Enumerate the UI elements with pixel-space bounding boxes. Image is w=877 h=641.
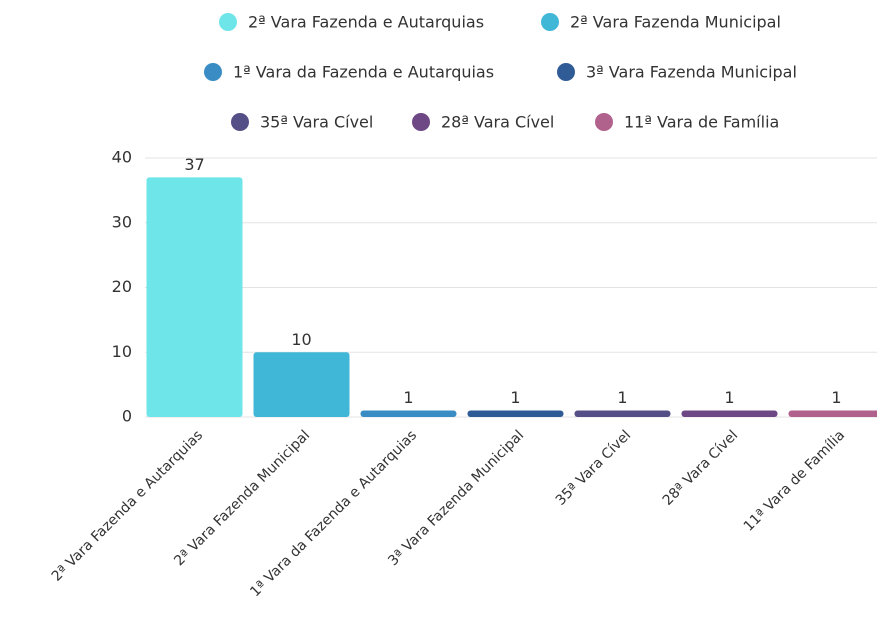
- legend-swatch: [541, 13, 559, 31]
- bar: [360, 410, 457, 417]
- data-label: 10: [291, 330, 311, 349]
- legend-swatch: [219, 13, 237, 31]
- x-tick-label: 28ª Vara Cível: [660, 427, 741, 508]
- legend-label: 2ª Vara Fazenda e Autarquias: [248, 13, 484, 32]
- bar: [253, 352, 350, 417]
- bar: [788, 410, 877, 417]
- legend-label: 2ª Vara Fazenda Municipal: [570, 13, 781, 32]
- data-label: 1: [510, 388, 520, 407]
- y-tick-label: 20: [112, 277, 132, 296]
- legend-label: 1ª Vara da Fazenda e Autarquias: [233, 63, 494, 82]
- legend-label: 35ª Vara Cível: [260, 113, 373, 132]
- bar: [467, 410, 564, 417]
- y-tick-label: 40: [112, 148, 132, 167]
- bar: [574, 410, 671, 417]
- legend-swatch: [204, 63, 222, 81]
- x-tick-label: 1ª Vara da Fazenda e Autarquias: [247, 427, 420, 600]
- data-label: 1: [724, 388, 734, 407]
- y-tick-label: 0: [122, 407, 132, 426]
- legend-swatch: [557, 63, 575, 81]
- legend-label: 3ª Vara Fazenda Municipal: [586, 63, 797, 82]
- data-label: 37: [184, 155, 204, 174]
- legend-label: 28ª Vara Cível: [441, 113, 554, 132]
- data-label: 1: [831, 388, 841, 407]
- legend-label: 11ª Vara de Família: [624, 113, 779, 132]
- data-label: 1: [403, 388, 413, 407]
- bar: [146, 177, 243, 417]
- legend-swatch: [595, 113, 613, 131]
- x-tick-label: 35ª Vara Cível: [553, 427, 634, 508]
- x-tick-label: 11ª Vara de Família: [741, 427, 848, 534]
- legend-swatch: [231, 113, 249, 131]
- data-label: 1: [617, 388, 627, 407]
- legend-swatch: [412, 113, 430, 131]
- y-tick-label: 10: [112, 342, 132, 361]
- y-tick-label: 30: [112, 212, 132, 231]
- bar: [681, 410, 778, 417]
